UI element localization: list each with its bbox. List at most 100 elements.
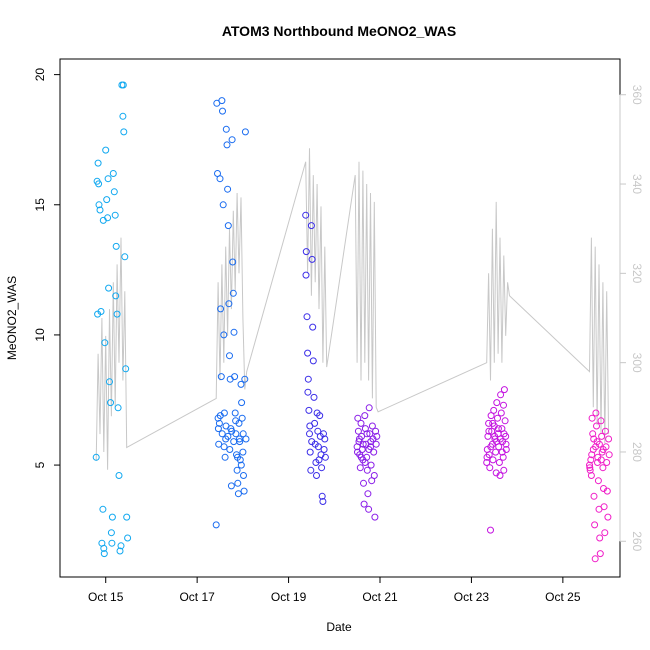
data-point: [494, 425, 502, 433]
data-point: [313, 472, 320, 479]
data-point: [230, 328, 238, 336]
data-point: [493, 399, 501, 407]
data-point: [591, 521, 599, 529]
data-point: [229, 258, 237, 266]
data-point: [495, 459, 503, 466]
data-point: [302, 271, 310, 279]
data-point: [368, 422, 376, 430]
data-point: [306, 422, 314, 430]
data-point: [499, 453, 507, 461]
x-tick-label: Oct 21: [362, 590, 398, 604]
y2-axis-right: 260 280 300 320 340 360: [619, 85, 644, 552]
data-point: [486, 464, 494, 472]
data-point: [108, 539, 116, 547]
data-point: [114, 404, 122, 412]
data-point: [107, 529, 115, 537]
data-point: [489, 456, 497, 464]
data-point: [121, 253, 129, 261]
data-point: [224, 432, 232, 440]
data-point: [234, 490, 242, 498]
data-point: [360, 479, 367, 487]
chart-title: ATOM3 Northbound MeONO2_WAS: [222, 23, 456, 39]
y2-tick-label: 280: [630, 442, 644, 462]
y-axis: 5 10 15 20: [33, 68, 61, 468]
data-point: [497, 391, 505, 399]
data-point: [605, 451, 613, 459]
data-point: [587, 472, 595, 479]
x-tick-label: Oct 17: [179, 590, 215, 604]
data-point: [314, 443, 322, 451]
data-point: [231, 373, 239, 381]
data-point: [594, 477, 602, 485]
data-point: [360, 500, 368, 508]
data-point: [308, 255, 316, 263]
data-point: [228, 427, 236, 435]
data-point: [239, 448, 247, 456]
data-point: [494, 414, 501, 422]
data-point: [103, 196, 111, 204]
y2-tick-label: 260: [630, 531, 644, 551]
data-point: [307, 466, 315, 474]
data-point: [306, 430, 313, 438]
data-point: [371, 513, 379, 521]
data-point: [307, 222, 315, 230]
data-point: [484, 432, 492, 440]
y-tick-label: 5: [33, 461, 47, 468]
data-point: [216, 175, 224, 183]
y2-tick-label: 320: [630, 263, 644, 283]
data-point: [590, 492, 598, 500]
data-point: [231, 409, 239, 417]
data-point: [99, 505, 107, 513]
data-point: [354, 448, 361, 456]
data-point: [232, 417, 240, 425]
data-point: [304, 375, 312, 383]
data-point: [605, 435, 613, 443]
y2-tick-label: 300: [630, 353, 644, 373]
data-point: [226, 352, 233, 360]
data-point: [217, 305, 225, 313]
data-point: [597, 456, 605, 464]
data-point: [242, 435, 250, 443]
data-point: [321, 435, 329, 443]
data-point: [361, 459, 369, 466]
data-point: [302, 211, 310, 219]
data-point: [219, 107, 226, 115]
data-point: [116, 547, 124, 555]
data-point: [120, 128, 128, 136]
data-point: [487, 443, 495, 451]
data-point: [224, 222, 232, 230]
data-point: [219, 201, 227, 209]
data-point: [319, 498, 327, 505]
data-point: [92, 453, 100, 461]
data-point: [214, 425, 222, 433]
data-point: [365, 505, 373, 513]
data-point: [104, 175, 112, 183]
data-point: [604, 513, 612, 521]
data-point: [235, 435, 243, 443]
data-point: [227, 482, 235, 490]
data-point: [94, 159, 102, 167]
data-point: [240, 487, 248, 495]
data-point: [370, 472, 378, 479]
data-point: [365, 446, 373, 453]
data-point: [361, 412, 369, 420]
data-point: [483, 459, 491, 466]
data-point: [215, 419, 223, 427]
data-point: [217, 373, 225, 381]
data-point: [123, 513, 131, 521]
data-point: [220, 331, 228, 339]
data-point: [599, 464, 607, 472]
data-point: [237, 380, 245, 388]
data-point: [225, 300, 233, 308]
data-point: [239, 430, 247, 438]
data-point: [303, 313, 311, 321]
data-point: [589, 430, 597, 438]
data-point: [241, 128, 249, 136]
data-point: [354, 427, 362, 435]
data-point: [309, 357, 317, 365]
x-tick-label: Oct 25: [545, 590, 581, 604]
data-point: [592, 409, 600, 417]
data-point: [367, 438, 375, 446]
data-point: [489, 419, 497, 427]
